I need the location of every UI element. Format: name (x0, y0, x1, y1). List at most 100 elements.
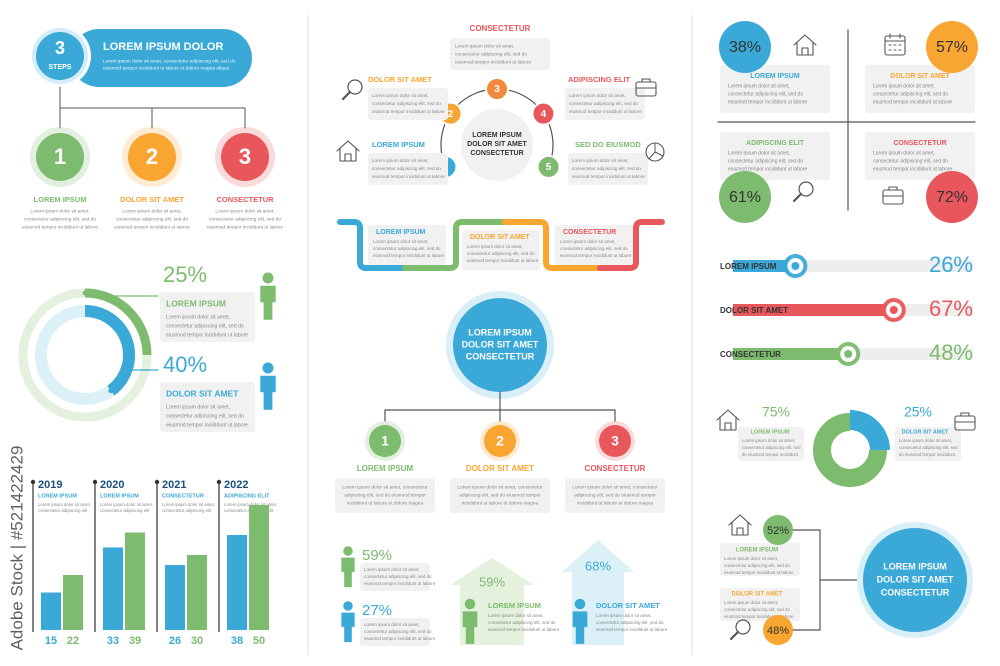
text-box (568, 153, 648, 185)
progress-knob (791, 262, 800, 270)
item-title: ADIPISCING ELIT (746, 140, 805, 147)
text-box (720, 132, 830, 180)
percent-circle (719, 171, 771, 223)
item-title: LOREM IPSUM (357, 464, 414, 473)
body-text: eiusmod tempor incididunt ut labore (569, 109, 642, 114)
item-title: ADIPISCING ELIT (568, 75, 631, 84)
person-icon (341, 557, 355, 588)
item-title: DOLOR SIT AMET (731, 592, 782, 598)
node-number: 2 (496, 433, 504, 449)
step-circle (485, 77, 509, 101)
body-text: LOREM IPSUM (468, 327, 532, 337)
body-text: Lorem ipsum dolor sit amet, (215, 208, 274, 214)
body-text: LOREM IPSUM (883, 561, 947, 571)
body-text: CONSECTETUR (881, 587, 950, 597)
briefcase-icon (954, 412, 976, 423)
item-title: DOLOR SIT AMET (890, 73, 950, 80)
briefcase-icon (635, 81, 657, 97)
header-pill (70, 29, 252, 87)
body-text: consectetur adipiscing elit, sed do (364, 629, 432, 634)
step-title: DOLOR SIT AMET (120, 195, 184, 204)
body-text: consectetur adipiscing elit, sed do (372, 101, 441, 106)
briefcase-icon (882, 186, 904, 197)
text-box (450, 38, 550, 70)
body-text: eiusmod tempor incididunt ut labore (372, 109, 445, 114)
bar (187, 555, 207, 630)
body-text: Lorem ipsum dolor sit amet, (873, 150, 935, 156)
briefcase-icon (635, 78, 657, 89)
text-box (720, 588, 800, 621)
body-text: consectetur adipiscing elit, sed do (116, 216, 188, 222)
body-text: LOREM IPSUM (472, 132, 522, 139)
briefcase-icon (954, 415, 976, 431)
body-text: eiusmod tempor incididunt ut labore (467, 258, 539, 263)
step-title: LOREM IPSUM (34, 195, 87, 204)
house-icon (336, 140, 360, 162)
bar (41, 592, 61, 630)
body-text: eiusmod tempor incididunt ut labore (596, 627, 668, 632)
body-text: incididunt ut labore et dolore magna (462, 500, 539, 506)
text-box (450, 478, 550, 513)
text-box (720, 543, 800, 576)
body-text: consectetur adipiscing elit, sed do (596, 620, 664, 625)
body-text: consectetur adipiscing elit, sed do (373, 246, 441, 251)
body-text: DOLOR SIT AMET (467, 141, 527, 148)
person-icon (343, 601, 353, 611)
body-text: Lorem ipsum dolor sit amet, (38, 502, 91, 507)
step-number: 3 (239, 144, 251, 169)
bar-value: 15 (45, 635, 57, 647)
donut-segment (813, 413, 887, 487)
item-title: LOREM IPSUM (488, 601, 541, 610)
bar (249, 505, 269, 630)
bar (227, 535, 247, 630)
body-text: eiusmod tempor incididunt ut labore (728, 99, 807, 105)
node-circle (369, 425, 401, 457)
body-text: consectetur adipiscing elit, sed do (572, 166, 641, 171)
year-label: 2021 (162, 479, 186, 491)
person-icon (262, 362, 274, 374)
percent-label: 67% (929, 296, 973, 321)
percent-label: 27% (362, 602, 392, 619)
item-title: DOLOR SIT AMET (902, 429, 949, 435)
percent-label: 72% (936, 189, 968, 206)
body-text: Lorem ipsum dolor sit amet, (560, 239, 616, 244)
bar (125, 532, 145, 630)
body-text: Lorem ipsum dolor sit amet, (166, 314, 230, 320)
body-text: Lorem ipsum dolor sit amet, (899, 438, 952, 443)
bar-value: 26 (169, 635, 181, 647)
step-circle (536, 154, 561, 179)
step-number: 2 (146, 144, 158, 169)
body-text: DOLOR SIT AMET (462, 339, 539, 349)
body-text: Lorem ipsum dolor sit amet, (455, 43, 514, 49)
body-text: eiusmod tempor incididunt ut labore (207, 224, 283, 230)
group-title: ADIPISCING ELIT (224, 493, 270, 499)
node-circle (599, 425, 631, 457)
leader-dot (108, 388, 114, 394)
percent-label: 48% (929, 340, 973, 365)
body-text: eiusmod tempor incididunt ut labore (728, 166, 807, 172)
body-text: consectetur adipiscing elit, sed do (166, 323, 244, 329)
body-text: eiusmod tempor incididunt ut labore et d… (103, 65, 229, 71)
body-text: adipiscing elit, sed do eiusmod tempor (344, 492, 426, 498)
group-title: LOREM IPSUM (38, 493, 77, 499)
body-text: consectetur adipiscing elit, sed do (467, 251, 535, 256)
progress-label: DOLOR SIT AMET (720, 306, 788, 315)
group-title: CONSECTETUR (162, 493, 204, 499)
body-text: consectetur adipiscing elit, sed do (873, 158, 948, 164)
body-text: consectetur adipiscing elit, sed do (873, 91, 948, 97)
person-icon (462, 611, 478, 644)
node-number: 1 (381, 433, 389, 449)
body-text: DOLOR SIT AMET (877, 574, 954, 584)
body-text: eiusmod tempor incididunt ut labore (488, 627, 560, 632)
text-box (360, 618, 430, 646)
step-circle (531, 101, 556, 126)
node-number: 3 (611, 433, 619, 449)
item-title: LOREM IPSUM (750, 73, 800, 80)
progress-knob (889, 306, 898, 314)
bar-value: 39 (129, 635, 141, 647)
center-circle (461, 109, 533, 181)
body-text: Lorem ipsum dolor sit amet, (166, 404, 230, 410)
step-number: 2 (448, 109, 454, 120)
percent-label: 38% (729, 39, 761, 56)
text-box (368, 225, 446, 265)
